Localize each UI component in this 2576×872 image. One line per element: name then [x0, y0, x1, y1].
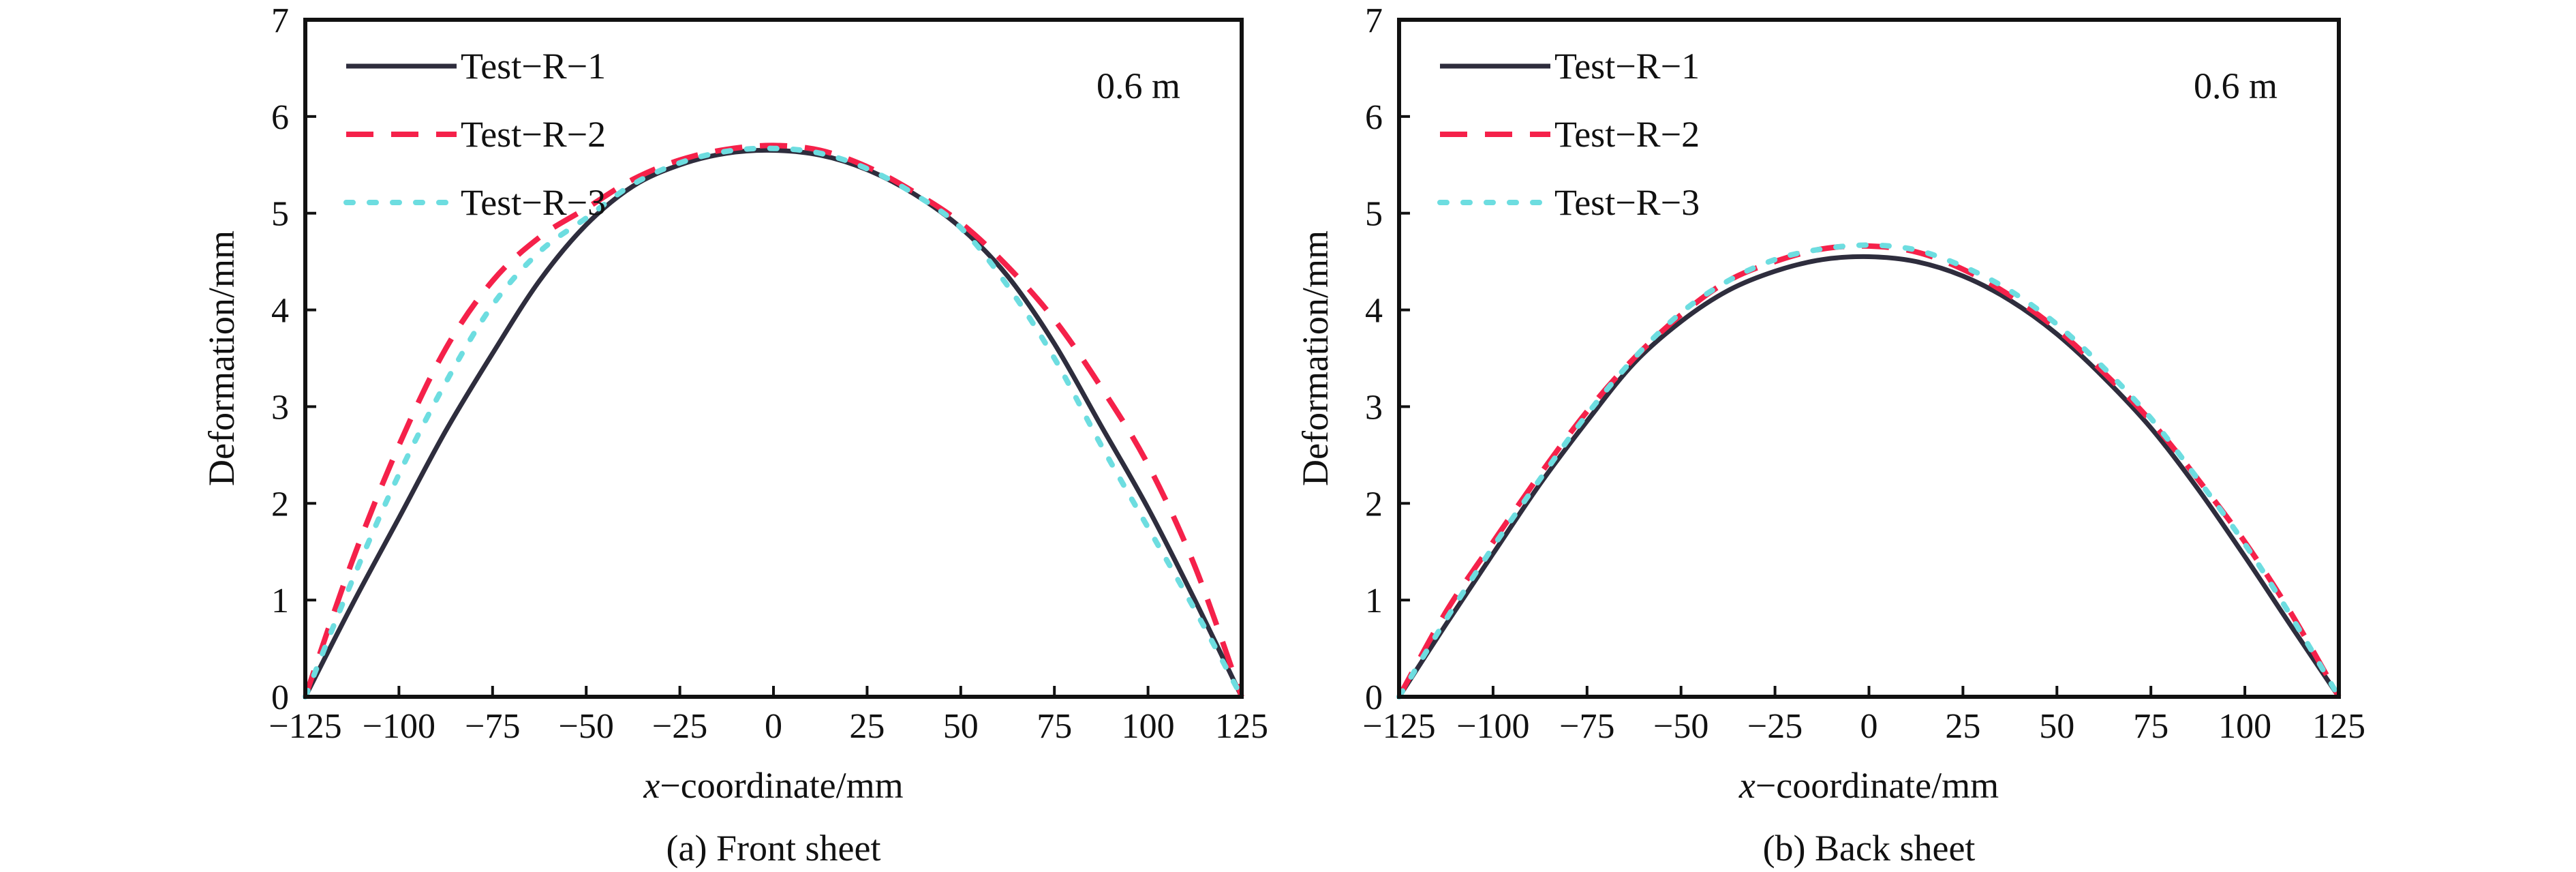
series-line-2	[1396, 243, 2342, 698]
y-tick-label: 7	[1365, 1, 1383, 40]
legend-label-3: Test−R−3	[461, 182, 606, 223]
x-tick-label: 100	[1122, 707, 1175, 746]
y-tick-label: 0	[1365, 678, 1383, 717]
series-line-1	[303, 147, 1244, 698]
y-tick-label: 1	[271, 582, 289, 620]
x-tick-label: 50	[943, 707, 979, 746]
x-tick-label: 0	[1860, 707, 1878, 746]
x-tick-label: 50	[2039, 707, 2074, 746]
x-tick-label: 125	[1215, 707, 1268, 746]
x-axis-label: x−coordinate/mm	[1738, 765, 1999, 806]
y-tick-label: 2	[1365, 485, 1383, 524]
x-tick-label: 75	[1037, 707, 1072, 746]
legend-label-3: Test−R−3	[1554, 182, 1700, 223]
y-tick-label: 0	[271, 678, 289, 717]
x-tick-label: 100	[2218, 707, 2271, 746]
legend-label-2: Test−R−2	[461, 114, 606, 155]
x-tick-label: −25	[652, 707, 707, 746]
y-tick-label: 4	[271, 292, 289, 331]
y-tick-label: 1	[1365, 582, 1383, 620]
y-tick-label: 3	[271, 388, 289, 427]
x-axis-label-unit: −coordinate/mm	[660, 765, 903, 806]
y-tick-label: 4	[1365, 292, 1383, 331]
x-tick-label: −50	[1653, 707, 1708, 746]
legend-label-1: Test−R−1	[1554, 46, 1700, 87]
series-group	[1396, 242, 2342, 700]
y-tick-label: 2	[271, 485, 289, 524]
figure-caption: (b) Back sheet	[1763, 828, 1976, 869]
series-group	[303, 142, 1244, 700]
x-tick-label: 0	[765, 707, 782, 746]
x-tick-label: −125	[269, 707, 341, 746]
y-axis-label: Deformation/mm	[201, 230, 242, 486]
x-tick-label: −100	[363, 707, 435, 746]
y-tick-label: 6	[271, 98, 289, 137]
y-axis-label: Deformation/mm	[1295, 230, 1336, 486]
x-tick-label: −75	[465, 707, 520, 746]
chart-back-sheet: −125 −100 −75 −50 −25 0 25 50 75 100 125 0 1 2 3 4 5 6 7 De…	[1295, 1, 2365, 869]
figure-caption: (a) Front sheet	[666, 828, 881, 869]
y-tick-label: 5	[1365, 195, 1383, 234]
legend-label-1: Test−R−1	[461, 46, 606, 87]
x-tick-label: −25	[1747, 707, 1803, 746]
series-line-3	[303, 145, 1244, 700]
y-tick-label: 3	[1365, 388, 1383, 427]
y-tick-label: 6	[1365, 98, 1383, 137]
x-tick-label: 25	[849, 707, 885, 746]
x-axis-label-var: x	[643, 765, 660, 806]
x-tick-label: 125	[2312, 707, 2365, 746]
x-tick-label: −75	[1559, 707, 1614, 746]
x-axis-label-unit: −coordinate/mm	[1755, 765, 1999, 806]
y-tick-label: 7	[271, 1, 289, 40]
series-line-3	[1396, 242, 2342, 700]
x-axis-label-var: x	[1738, 765, 1755, 806]
plot-frame	[1397, 18, 2341, 699]
series-line-1	[1397, 254, 2341, 698]
legend-label-2: Test−R−2	[1554, 114, 1700, 155]
x-tick-label: −125	[1362, 707, 1435, 746]
plot-frame	[303, 18, 1244, 699]
annotation-label: 0.6 m	[2194, 65, 2278, 106]
series-line-2	[303, 142, 1244, 698]
legend: Test−R−1 Test−R−2 Test−R−3	[1437, 46, 1700, 223]
x-tick-label: 25	[1945, 707, 1980, 746]
x-axis-label: x−coordinate/mm	[643, 765, 903, 806]
chart-front-sheet: −125 −100 −75 −50 −25 0 25 50 75 100 125 0 1 2 3 4 5 6 7 De…	[201, 1, 1268, 869]
x-tick-label: −100	[1456, 707, 1529, 746]
x-tick-label: 75	[2133, 707, 2168, 746]
x-tick-label: −50	[559, 707, 614, 746]
annotation-label: 0.6 m	[1097, 65, 1180, 106]
y-tick-label: 5	[271, 195, 289, 234]
legend: Test−R−1 Test−R−2 Test−R−3	[343, 46, 606, 223]
